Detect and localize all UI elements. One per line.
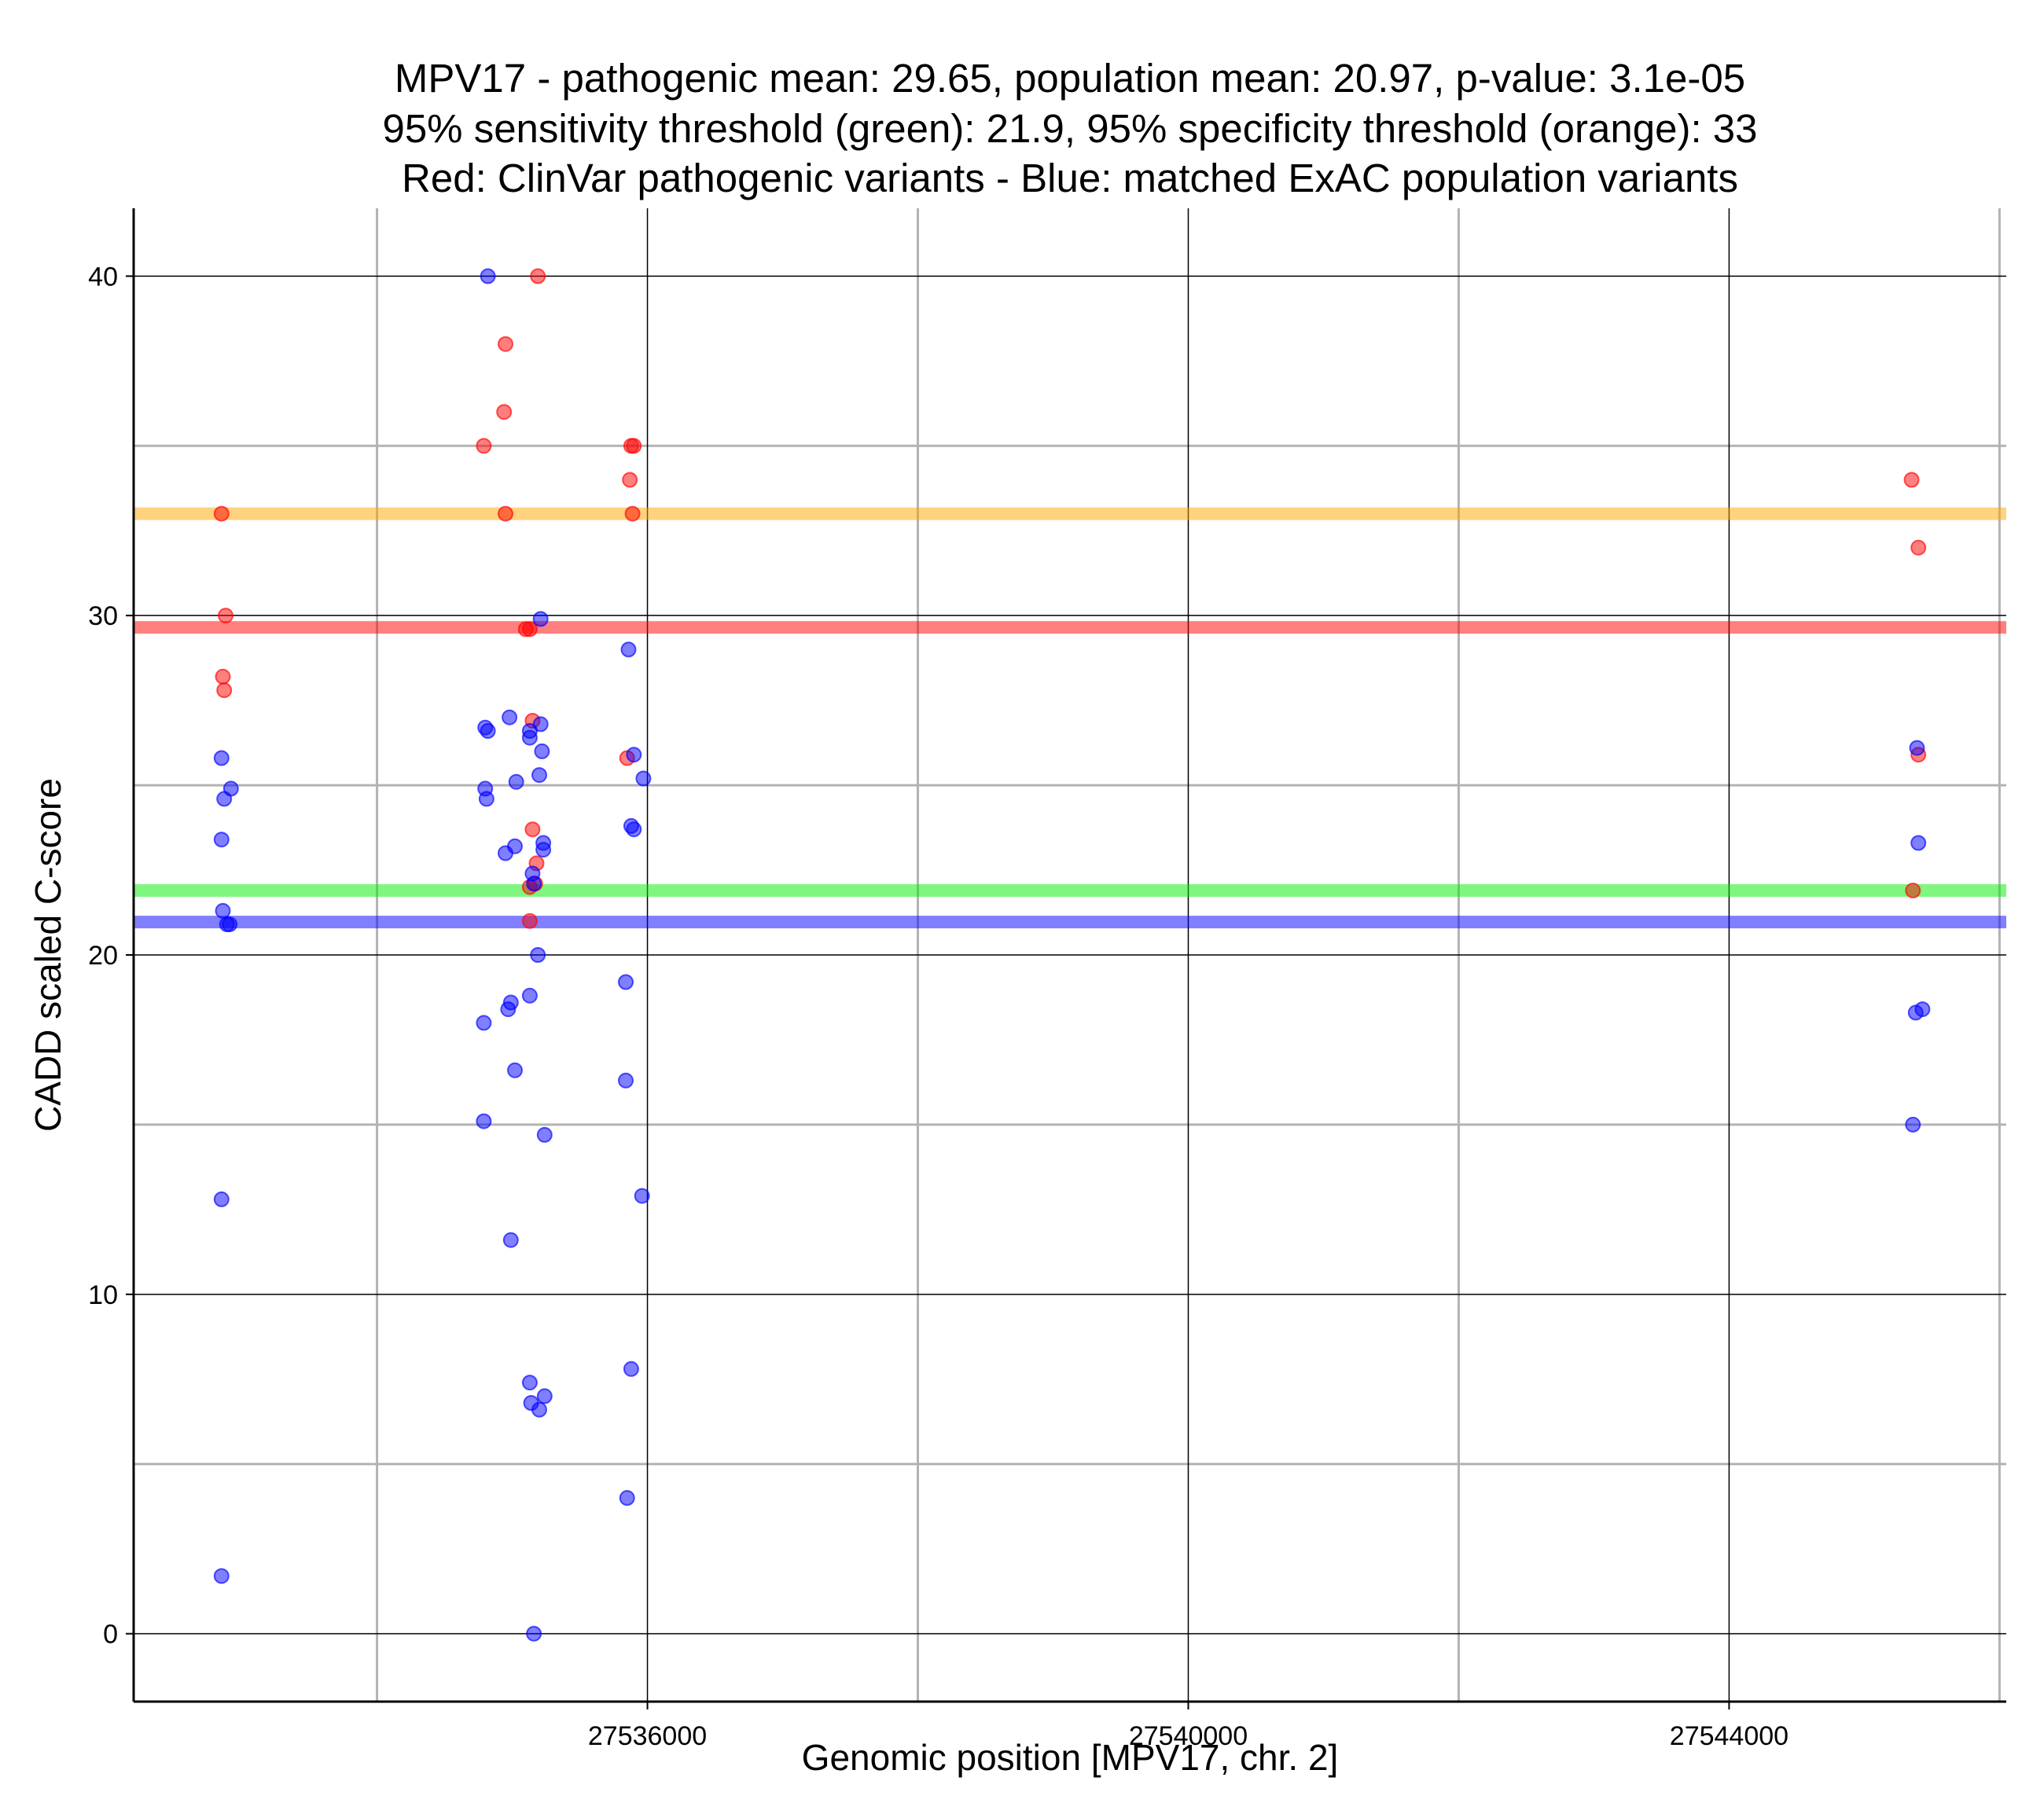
population-point [213, 750, 230, 766]
pathogenic-point [521, 913, 538, 929]
chart-title-line-1: MPV17 - pathogenic mean: 29.65, populati… [395, 56, 1745, 101]
population-point [526, 876, 542, 892]
population-point [507, 838, 523, 854]
population-point [508, 773, 524, 790]
pathogenic-point [1910, 539, 1927, 556]
population-point [620, 641, 637, 658]
pathogenic-point [521, 621, 538, 637]
pathogenic-point [476, 438, 492, 454]
population-point [476, 1015, 492, 1031]
population-point [222, 916, 238, 933]
population-point [521, 729, 538, 746]
population-point [213, 832, 230, 848]
population-point [507, 1062, 523, 1078]
population-point [534, 743, 550, 759]
pathogenic-point [215, 668, 231, 685]
population-point [634, 1188, 650, 1204]
population-point [502, 709, 518, 725]
population-point [521, 1375, 538, 1391]
population-point [1910, 835, 1927, 851]
population-point [215, 902, 231, 919]
population-point [532, 611, 549, 627]
population-point [222, 780, 239, 797]
pathogenic-point [213, 505, 230, 522]
pathogenic-point [622, 472, 638, 488]
y-tick-label: 10 [88, 1280, 118, 1310]
population-point [478, 791, 494, 807]
population-point [213, 1191, 230, 1207]
x-axis-title: Genomic position [MPV17, chr. 2] [802, 1737, 1339, 1778]
pathogenic-point [216, 682, 233, 699]
y-tick-label: 20 [88, 941, 118, 971]
population-point [626, 821, 642, 838]
population-point [502, 994, 519, 1011]
pathogenic-point [1903, 472, 1920, 488]
pathogenic-point [498, 336, 513, 352]
pathogenic-point [530, 268, 546, 285]
pathogenic-points [213, 268, 1927, 929]
tick-labels: 0 10 20 30 40 27536000 27540000 27544000 [88, 262, 1788, 1751]
population-point [635, 770, 652, 787]
population-point [618, 1072, 634, 1089]
population-point [535, 842, 552, 858]
population-point [531, 1401, 547, 1418]
population-point [536, 1126, 553, 1143]
population-point [619, 1489, 635, 1506]
x-tick-label: 27536000 [588, 1721, 707, 1751]
pathogenic-point [496, 404, 513, 420]
population-point [526, 1625, 542, 1642]
y-tick-label: 30 [88, 601, 118, 631]
pathogenic-point [624, 505, 641, 522]
population-point [480, 268, 496, 285]
chart-title-line-3: Red: ClinVar pathogenic variants - Blue:… [402, 156, 1738, 200]
population-point [1905, 1116, 1921, 1133]
population-point [1909, 740, 1925, 756]
x-tick-label: 27540000 [1129, 1721, 1248, 1751]
threshold-lines [134, 507, 2006, 929]
population-point [502, 1232, 519, 1248]
pathogenic-point [626, 438, 642, 454]
pathogenic-point [1905, 883, 1921, 898]
population-point [618, 974, 634, 990]
population-point [530, 947, 546, 963]
population-point [536, 1388, 553, 1405]
y-tick-label: 0 [103, 1620, 118, 1650]
pathogenic-point [218, 608, 233, 624]
population-point [521, 987, 538, 1004]
population-point [476, 1113, 492, 1129]
population-point [531, 767, 547, 784]
x-tick-label: 27544000 [1670, 1721, 1788, 1751]
population-point [626, 747, 642, 763]
population-point [1914, 1001, 1931, 1018]
chart-title-line-2: 95% sensitivity threshold (green): 21.9,… [382, 106, 1757, 151]
population-point [623, 1360, 639, 1377]
population-points [213, 268, 1931, 1642]
y-axis-title: CADD scaled C-score [28, 778, 68, 1132]
grid-lines [134, 208, 2006, 1702]
y-tick-label: 40 [88, 262, 118, 292]
pathogenic-point [498, 505, 513, 522]
population-point [532, 716, 549, 733]
pathogenic-point [524, 821, 541, 838]
population-point [480, 723, 496, 739]
population-point [213, 1568, 230, 1584]
data-points [213, 268, 1931, 1642]
